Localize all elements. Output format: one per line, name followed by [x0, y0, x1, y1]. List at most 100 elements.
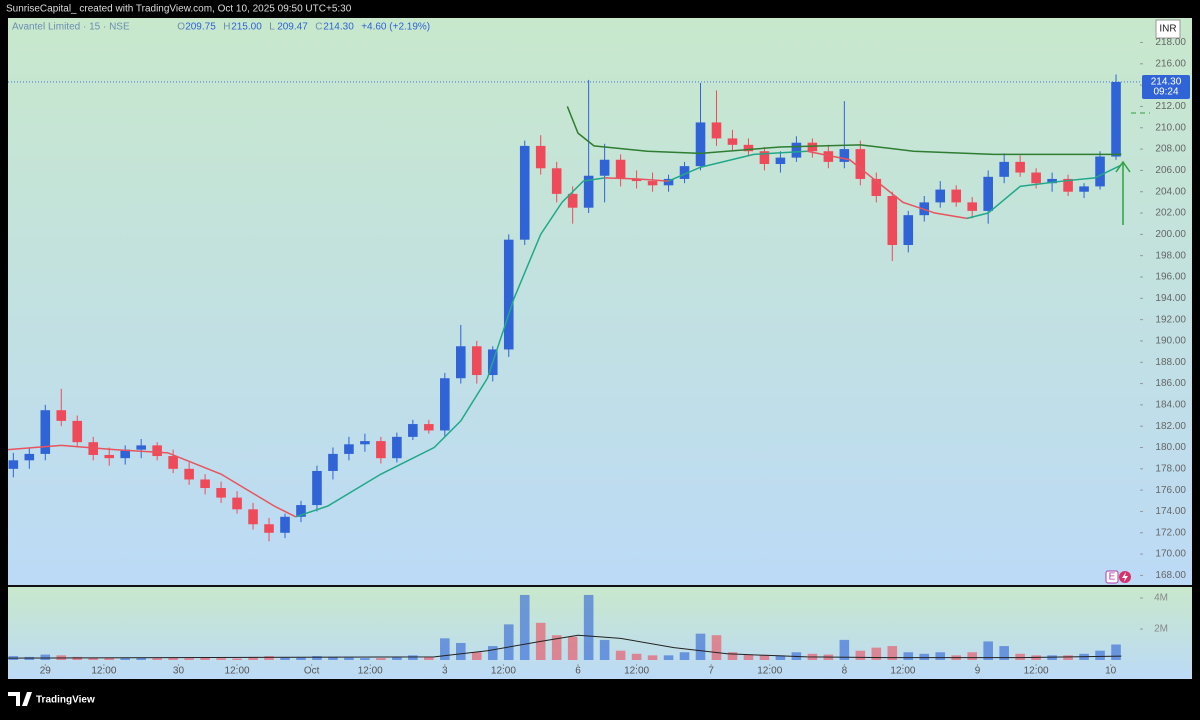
- candle-body: [360, 441, 370, 445]
- candle-body: [104, 454, 115, 459]
- candle-body: [775, 157, 786, 165]
- volume-bar: [999, 646, 1009, 660]
- candle-body: [935, 189, 946, 203]
- y-tick-label: 204.00: [1155, 186, 1186, 197]
- volume-bar: [727, 652, 738, 660]
- candle-body: [503, 239, 514, 350]
- moving-average: [7, 444, 296, 518]
- volume-bar: [456, 642, 466, 660]
- candle-body: [791, 142, 802, 158]
- candle-body: [903, 215, 914, 246]
- candle-body: [1031, 172, 1041, 184]
- volume-bar: [775, 655, 786, 660]
- candle-body: [711, 122, 722, 139]
- y-tick-label: 190.00: [1155, 336, 1186, 347]
- volume-bar: [216, 658, 226, 660]
- volume-bar: [104, 657, 115, 660]
- candle-body: [567, 193, 578, 208]
- volume-bar: [360, 658, 370, 660]
- candle-body: [216, 488, 226, 498]
- y-tick-label: 194.00: [1155, 293, 1186, 304]
- symbol: Avantel Limited · 15 · NSE: [12, 22, 130, 33]
- candle-body: [8, 460, 19, 469]
- earnings-icon: [1105, 570, 1119, 584]
- legend-value: 209.47: [277, 22, 308, 33]
- price-pane: [8, 18, 1192, 585]
- volume-bar: [40, 654, 51, 660]
- volume-bar: [855, 650, 866, 660]
- volume-bar: [519, 594, 530, 660]
- candle-body: [551, 168, 562, 194]
- candle-body: [967, 202, 977, 211]
- y-tick-label: 172.00: [1155, 527, 1186, 538]
- x-tick-label: 12:00: [1024, 666, 1049, 677]
- candle-body: [56, 410, 67, 421]
- volume-bar: [599, 639, 610, 660]
- candle-body: [392, 436, 402, 459]
- candle-body: [1063, 178, 1073, 192]
- candle-body: [471, 346, 482, 376]
- x-tick-label: 12:00: [91, 666, 116, 677]
- volume-bar: [424, 656, 434, 660]
- volume-ma: [7, 634, 1122, 659]
- candle-body: [168, 456, 178, 469]
- candle-body: [248, 509, 258, 525]
- x-tick-label: 7: [708, 666, 714, 677]
- volume-bar: [296, 657, 306, 660]
- moving-average: [604, 177, 669, 182]
- candle-body: [200, 479, 210, 489]
- candle-body: [280, 516, 290, 533]
- volume-bar: [647, 655, 658, 660]
- volume-bar: [392, 656, 402, 660]
- x-tick-label: 9: [975, 666, 981, 677]
- volume-bar: [471, 652, 482, 660]
- volume-bar: [663, 655, 674, 660]
- y-tick-label: 202.00: [1155, 208, 1186, 219]
- y-tick-label: 188.00: [1155, 357, 1186, 368]
- legend-change: +4.60 (+2.19%): [361, 22, 430, 33]
- volume-bar: [312, 656, 322, 660]
- candle-body: [440, 378, 450, 431]
- x-tick-label: 12:00: [491, 666, 516, 677]
- volume-bar: [967, 652, 977, 660]
- moving-average: [806, 150, 967, 220]
- candle-body: [615, 159, 626, 179]
- x-tick-label: 3: [442, 666, 448, 677]
- candle-body: [1079, 186, 1089, 192]
- candle-body: [583, 175, 594, 208]
- volume-bar: [136, 657, 146, 660]
- volume-bar: [919, 653, 930, 660]
- volume-tick-label: 2M: [1154, 624, 1168, 635]
- legend: Avantel Limited · 15 · NSE O 209.75 H 215.0…: [12, 22, 430, 33]
- candle-body: [152, 445, 162, 457]
- y-tick-label: 180.00: [1155, 442, 1186, 453]
- candle-body: [1111, 81, 1121, 157]
- legend-key: C: [315, 22, 322, 33]
- candle-body: [695, 122, 706, 167]
- candle-body: [456, 346, 466, 379]
- currency-box: [1155, 19, 1181, 39]
- volume-bar: [887, 646, 898, 660]
- candle-body: [328, 453, 338, 471]
- volume-bar: [1063, 655, 1073, 660]
- volume-bar: [72, 656, 83, 660]
- volume-bar: [551, 635, 562, 660]
- y-tick-label: 206.00: [1155, 165, 1186, 176]
- y-tick-label: 210.00: [1155, 122, 1186, 133]
- y-tick-label: 198.00: [1155, 250, 1186, 261]
- candle-body: [823, 151, 834, 162]
- candle-body: [232, 497, 242, 510]
- y-tick-label: 186.00: [1155, 378, 1186, 389]
- dividend-icon-bolt: [1122, 572, 1128, 582]
- candle-body: [535, 145, 546, 169]
- y-tick-label: 216.00: [1155, 58, 1186, 69]
- logo-mark: [8, 692, 32, 706]
- candle-body: [376, 441, 386, 459]
- moving-average: [668, 150, 808, 182]
- volume-bar: [200, 657, 210, 660]
- legend-value: 214.30: [323, 22, 354, 33]
- volume-bar: [248, 656, 258, 660]
- y-tick-label: 196.00: [1155, 272, 1186, 283]
- candle-body: [679, 166, 690, 179]
